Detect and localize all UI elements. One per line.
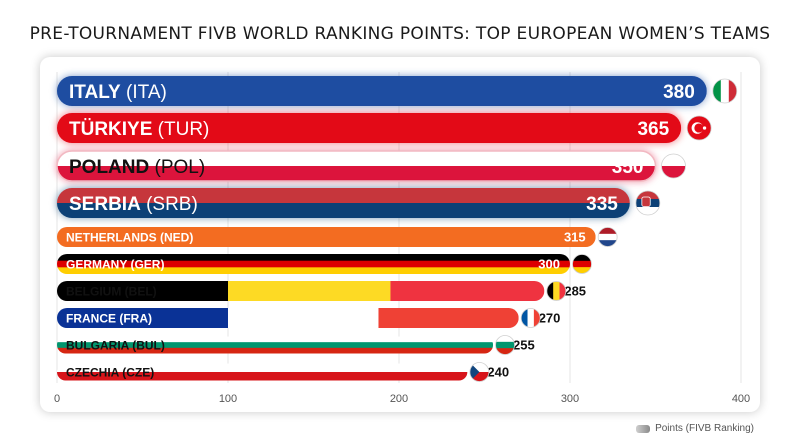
bar-stripe — [57, 342, 494, 349]
bar-stripe — [57, 203, 630, 218]
bar-label: TÜRKIYE (TUR) — [69, 119, 209, 140]
bar-stripe — [57, 267, 570, 274]
belgium-flag-icon — [546, 281, 566, 301]
flag-border — [469, 362, 490, 382]
bar-czechia: CZECHIA (CZE) 240 — [57, 362, 509, 382]
bar-stripe — [57, 151, 656, 167]
bar-value-label: 255 — [513, 338, 535, 353]
legend-label: Points (FIVB Ranking) — [655, 423, 754, 434]
bar-label: NETHERLANDS (NED) — [66, 230, 193, 244]
bar-fill — [57, 113, 682, 143]
italy-flag-icon — [712, 79, 737, 103]
bar-label: POLAND (POL) — [69, 157, 205, 178]
bar-value-label: 285 — [564, 284, 586, 299]
bar-value-label: 350 — [612, 157, 644, 178]
x-tick-label: 200 — [390, 393, 408, 405]
bar-segment — [228, 281, 391, 301]
flag-border — [546, 281, 567, 301]
czechia-flag-icon — [469, 362, 489, 382]
bar-italy: ITALY (ITA) 380 — [57, 76, 738, 106]
bar-value-label: 270 — [539, 311, 561, 326]
bar-bulgaria: BULGARIA (BUL) 255 — [57, 335, 535, 355]
bar-label: BULGARIA (BUL) — [66, 338, 165, 352]
bar-serbia: SERBIA (SRB) 335 — [57, 188, 661, 218]
bar-fill — [57, 227, 596, 247]
bar-value-label: 380 — [663, 82, 695, 103]
x-tick-label: 0 — [54, 393, 60, 405]
legend-swatch — [636, 424, 651, 433]
bar-türkiye: TÜRKIYE (TUR) 365 — [57, 113, 712, 143]
serbia-flag-icon — [635, 191, 660, 215]
bar-segment — [390, 281, 545, 301]
bar-stripe — [57, 254, 570, 262]
bar-france: FRANCE (FRA) 270 — [57, 308, 560, 328]
bar-stripe — [57, 166, 656, 181]
turkiye-flag-icon — [687, 116, 712, 140]
bar-stripe — [57, 260, 570, 268]
legend: Points (FIVB Ranking) — [636, 423, 754, 434]
bar-label: ITALY (ITA) — [69, 82, 167, 103]
bar-stripe — [57, 347, 494, 354]
flag-border — [572, 254, 592, 274]
bar-value-label: 240 — [487, 365, 509, 380]
x-tick-label: 100 — [219, 393, 237, 405]
bar-segment — [378, 308, 519, 328]
bar-value-label: 300 — [538, 257, 560, 272]
bar-segment — [57, 308, 228, 328]
chart-title: PRE-TOURNAMENT FIVB WORLD RANKING POINTS… — [29, 24, 771, 44]
bar-germany: GERMANY (GER) 300 — [57, 254, 592, 274]
flag-border — [661, 153, 686, 179]
bar-label: SERBIA (SRB) — [69, 194, 198, 215]
bar-stripe — [57, 372, 468, 381]
flag-border — [686, 115, 712, 141]
bar-segment — [228, 308, 379, 328]
bar-value-label: 335 — [586, 194, 618, 215]
bar-stripe — [57, 363, 468, 373]
flag-border — [597, 227, 618, 247]
netherlands-flag-icon — [598, 227, 618, 247]
bar-label: CZECHIA (CZE) — [66, 365, 154, 379]
bar-label: GERMANY (GER) — [66, 257, 164, 271]
bar-netherlands: NETHERLANDS (NED) 315 — [57, 227, 618, 247]
bar-segment — [57, 281, 228, 301]
bulgaria-flag-icon — [495, 335, 515, 355]
bar-belgium: BELGIUM (BEL) 285 — [57, 281, 586, 301]
bar-value-label: 315 — [564, 230, 586, 245]
germany-flag-icon — [572, 254, 592, 274]
x-tick-label: 400 — [732, 393, 750, 405]
bar-stripe — [57, 336, 494, 343]
flag-border — [635, 190, 661, 216]
x-tick-label: 300 — [561, 393, 579, 405]
bar-poland: POLAND (POL) 350 — [56, 150, 686, 182]
bar-outline — [56, 150, 657, 182]
poland-flag-icon — [661, 154, 686, 178]
bar-label: BELGIUM (BEL) — [66, 284, 157, 298]
flag-border — [495, 335, 515, 355]
bar-value-label: 365 — [637, 119, 669, 140]
flag-border — [712, 78, 738, 104]
france-flag-icon — [521, 308, 541, 328]
bar-fill — [57, 76, 707, 106]
flag-border — [520, 308, 541, 328]
bar-stripe — [57, 188, 630, 204]
bar-label: FRANCE (FRA) — [66, 311, 152, 325]
